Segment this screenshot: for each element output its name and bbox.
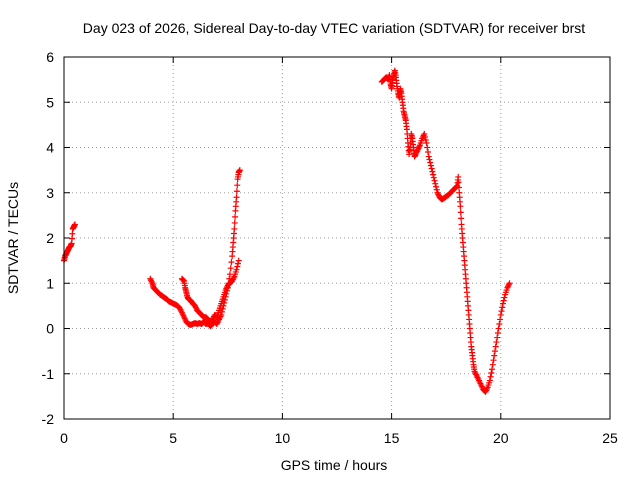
- data-point: [490, 357, 497, 364]
- data-point: [427, 159, 434, 166]
- y-tick-label: 1: [46, 275, 54, 291]
- data-point: [430, 171, 437, 178]
- data-point: [494, 334, 501, 341]
- x-tick-label: 25: [602, 430, 618, 446]
- data-point: [500, 297, 507, 304]
- data-point: [496, 320, 503, 327]
- data-point: [499, 300, 506, 307]
- data-point: [227, 265, 234, 272]
- axis-ticks: 0 5 10 15 20 25 -2 -1 0 1 2 3 4 5 6: [42, 49, 618, 446]
- x-tick-label: 0: [60, 430, 68, 446]
- y-tick-label: 6: [46, 49, 54, 65]
- x-tick-label: 15: [384, 430, 400, 446]
- data-point: [429, 168, 436, 175]
- data-point: [489, 361, 496, 368]
- data-point: [234, 260, 241, 267]
- data-point: [424, 144, 431, 151]
- data-point: [455, 184, 462, 191]
- y-tick-label: 2: [46, 230, 54, 246]
- data-point: [425, 149, 431, 156]
- data-point: [422, 136, 429, 143]
- x-tick-label: 20: [493, 430, 509, 446]
- x-tick-label: 5: [169, 430, 177, 446]
- data-point: [491, 348, 498, 355]
- data-point: [421, 130, 428, 137]
- data-point: [231, 225, 238, 232]
- data-point: [457, 209, 464, 216]
- data-point: [71, 221, 78, 228]
- data-point: [487, 373, 494, 380]
- data-point: [497, 311, 504, 318]
- data-point: [231, 219, 238, 226]
- data-point: [433, 183, 440, 190]
- data-point: [180, 277, 187, 284]
- data-point: [455, 173, 462, 180]
- data-point: [233, 266, 240, 273]
- data-point: [432, 180, 439, 187]
- data-point: [236, 167, 243, 174]
- data-point: [458, 215, 465, 222]
- y-tick-label: -2: [42, 411, 55, 427]
- data-point: [234, 263, 241, 270]
- data-point: [499, 304, 506, 311]
- data-point: [235, 257, 242, 264]
- data-point: [497, 316, 504, 323]
- data-point: [506, 280, 513, 287]
- data-point: [428, 165, 435, 172]
- data-point: [498, 308, 505, 315]
- y-axis-label: SDTVAR / TECUs: [5, 182, 21, 294]
- data-point: [426, 156, 433, 163]
- data-point: [234, 182, 241, 189]
- data-point: [457, 203, 464, 210]
- data-point: [430, 174, 437, 181]
- data-point: [491, 352, 498, 359]
- data-point: [486, 377, 493, 384]
- data-point: [495, 325, 502, 332]
- data-point: [489, 366, 496, 373]
- data-points: [61, 67, 513, 395]
- y-tick-label: 5: [46, 94, 54, 110]
- data-point: [423, 139, 430, 146]
- data-point: [455, 179, 462, 186]
- data-point: [427, 162, 434, 169]
- data-point: [493, 339, 500, 346]
- data-point: [233, 188, 240, 195]
- data-point: [431, 177, 438, 184]
- data-point: [219, 305, 226, 312]
- x-axis-label: GPS time / hours: [281, 457, 388, 473]
- y-tick-label: 3: [46, 185, 54, 201]
- grid: [64, 57, 610, 419]
- data-point: [433, 186, 440, 193]
- data-point: [233, 194, 240, 201]
- y-tick-label: 4: [46, 140, 54, 156]
- data-point: [488, 369, 495, 376]
- data-point: [494, 330, 501, 337]
- x-tick-label: 10: [275, 430, 291, 446]
- data-point: [422, 133, 429, 140]
- data-point: [228, 259, 235, 266]
- y-tick-label: 0: [46, 321, 54, 337]
- chart-title: Day 023 of 2026, Sidereal Day-to-day VTE…: [83, 20, 585, 36]
- data-point: [425, 153, 432, 160]
- data-point: [492, 343, 499, 350]
- data-point: [226, 271, 233, 278]
- data-point: [501, 294, 508, 301]
- y-tick-label: -1: [42, 366, 55, 382]
- plot-frame: [63, 56, 611, 420]
- data-point: [232, 213, 239, 220]
